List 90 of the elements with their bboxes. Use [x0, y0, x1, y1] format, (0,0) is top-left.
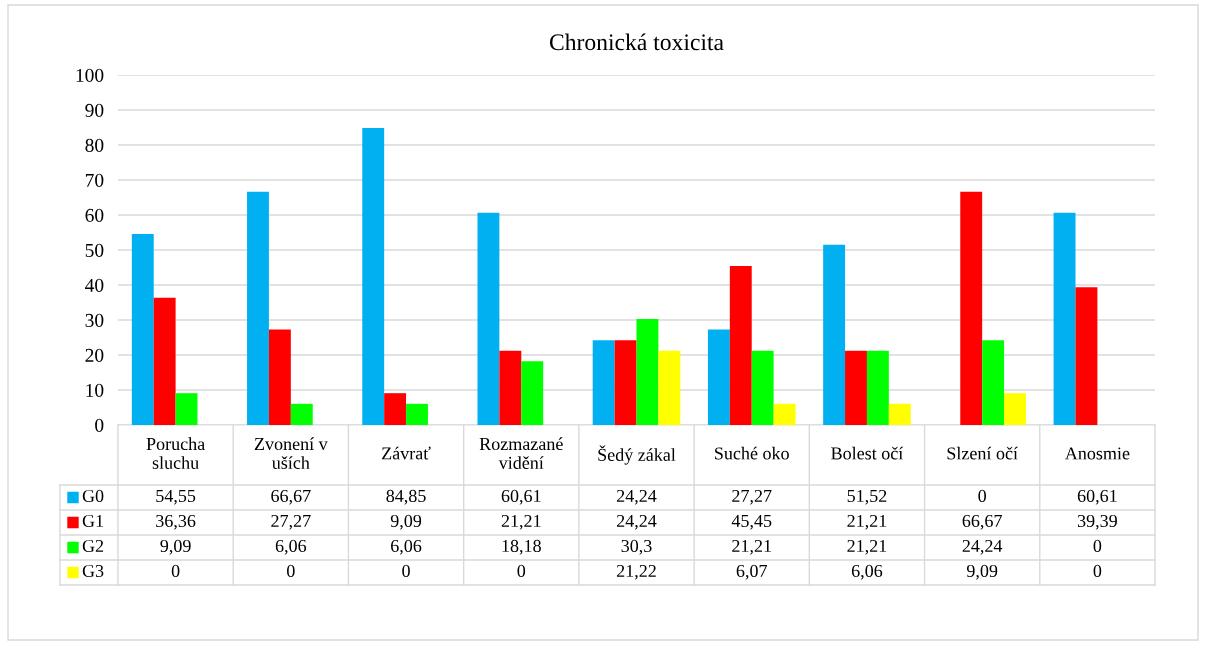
- data-label: 21,21: [847, 539, 887, 555]
- x-tick-label: Bolest očí: [831, 446, 904, 460]
- y-tick-label: 100: [76, 68, 104, 82]
- data-label: 6,06: [851, 564, 883, 580]
- x-tick-label: Závrať: [382, 446, 431, 460]
- data-label: 21,21: [847, 514, 887, 530]
- chart-title: Chronická toxicita: [549, 33, 724, 51]
- data-label: 21,22: [616, 564, 656, 580]
- data-label: 0: [1093, 564, 1102, 578]
- y-tick-label: 20: [85, 348, 104, 362]
- data-label: 6,06: [275, 539, 307, 555]
- y-tick-label: 0: [95, 418, 104, 432]
- bar: [636, 318, 659, 425]
- legend-label: G3: [82, 564, 104, 578]
- data-label: 0: [517, 564, 526, 578]
- bar: [982, 340, 1005, 425]
- data-label: 60,61: [1077, 489, 1117, 505]
- bar: [707, 329, 730, 425]
- data-label: 24,24: [962, 539, 1003, 555]
- bar: [406, 403, 428, 425]
- y-tick-label: 30: [85, 313, 104, 327]
- y-tick-label: 50: [85, 243, 104, 257]
- x-tick-label: Anosmie: [1064, 447, 1130, 460]
- bar: [960, 191, 983, 425]
- data-label: 21,21: [501, 514, 541, 530]
- bar: [1075, 287, 1098, 425]
- bar: [751, 350, 774, 425]
- data-label: 51,52: [847, 489, 887, 505]
- legend-label: G2: [82, 539, 104, 553]
- y-tick-label: 90: [85, 103, 104, 117]
- legend-label: G0: [82, 489, 104, 503]
- data-label: 9,09: [160, 539, 191, 555]
- bar: [290, 403, 313, 425]
- bar: [247, 191, 269, 425]
- bar: [888, 403, 911, 425]
- data-label: 18,18: [502, 539, 541, 555]
- data-label: 21,21: [732, 539, 771, 555]
- bar: [823, 244, 846, 425]
- bar: [362, 128, 385, 425]
- bar: [845, 350, 867, 425]
- bar: [499, 350, 522, 425]
- bar: [1053, 212, 1076, 425]
- data-label: 54,55: [156, 489, 196, 505]
- x-tick-label: Šedý zákal: [598, 445, 676, 465]
- x-tick-label: Suché oko: [715, 446, 789, 460]
- data-label: 6,07: [736, 564, 767, 580]
- bar: [729, 265, 752, 425]
- bar: [384, 393, 407, 425]
- data-label: 66,67: [962, 514, 1002, 530]
- data-label: 0: [402, 564, 410, 578]
- data-label: 45,45: [731, 514, 772, 530]
- bar: [268, 329, 291, 425]
- bar: [658, 350, 681, 425]
- x-tick-label: Rozmazané vidění: [479, 437, 563, 469]
- data-label: 0: [978, 489, 986, 503]
- data-label: 39,39: [1077, 514, 1117, 530]
- data-label: 30,3: [621, 539, 652, 555]
- bar: [153, 297, 176, 425]
- data-label: 24,24: [616, 514, 657, 530]
- bar: [866, 350, 889, 425]
- legend-label: G1: [82, 514, 103, 528]
- bar: [1004, 393, 1026, 425]
- data-label: 27,27: [271, 514, 311, 530]
- data-label: 0: [1093, 539, 1102, 553]
- data-label: 36,36: [156, 514, 196, 530]
- data-label: 9,09: [390, 514, 422, 530]
- y-tick-label: 80: [85, 138, 104, 152]
- y-tick-label: 10: [86, 383, 104, 397]
- data-label: 6,06: [391, 539, 422, 555]
- data-label: 0: [171, 564, 180, 578]
- x-tick-label: Zvonení v uších: [254, 437, 328, 469]
- data-label: 84,85: [386, 489, 426, 505]
- x-tick-label: Porucha sluchu: [146, 437, 205, 469]
- data-label: 0: [287, 564, 295, 578]
- bar: [592, 340, 615, 425]
- data-label: 60,61: [501, 489, 541, 505]
- bar: [477, 212, 500, 425]
- bar: [175, 393, 198, 425]
- bar: [131, 234, 154, 425]
- bar: [521, 361, 544, 425]
- y-tick-label: 40: [85, 278, 104, 292]
- bar: [614, 340, 637, 425]
- y-tick-label: 70: [85, 173, 104, 187]
- bar: [773, 403, 796, 425]
- data-label: 9,09: [966, 564, 998, 580]
- data-label: 24,24: [616, 489, 657, 505]
- x-tick-label: Slzení očí: [947, 446, 1018, 460]
- data-label: 27,27: [732, 489, 772, 505]
- data-label: 66,67: [271, 489, 311, 505]
- y-tick-label: 60: [85, 208, 104, 222]
